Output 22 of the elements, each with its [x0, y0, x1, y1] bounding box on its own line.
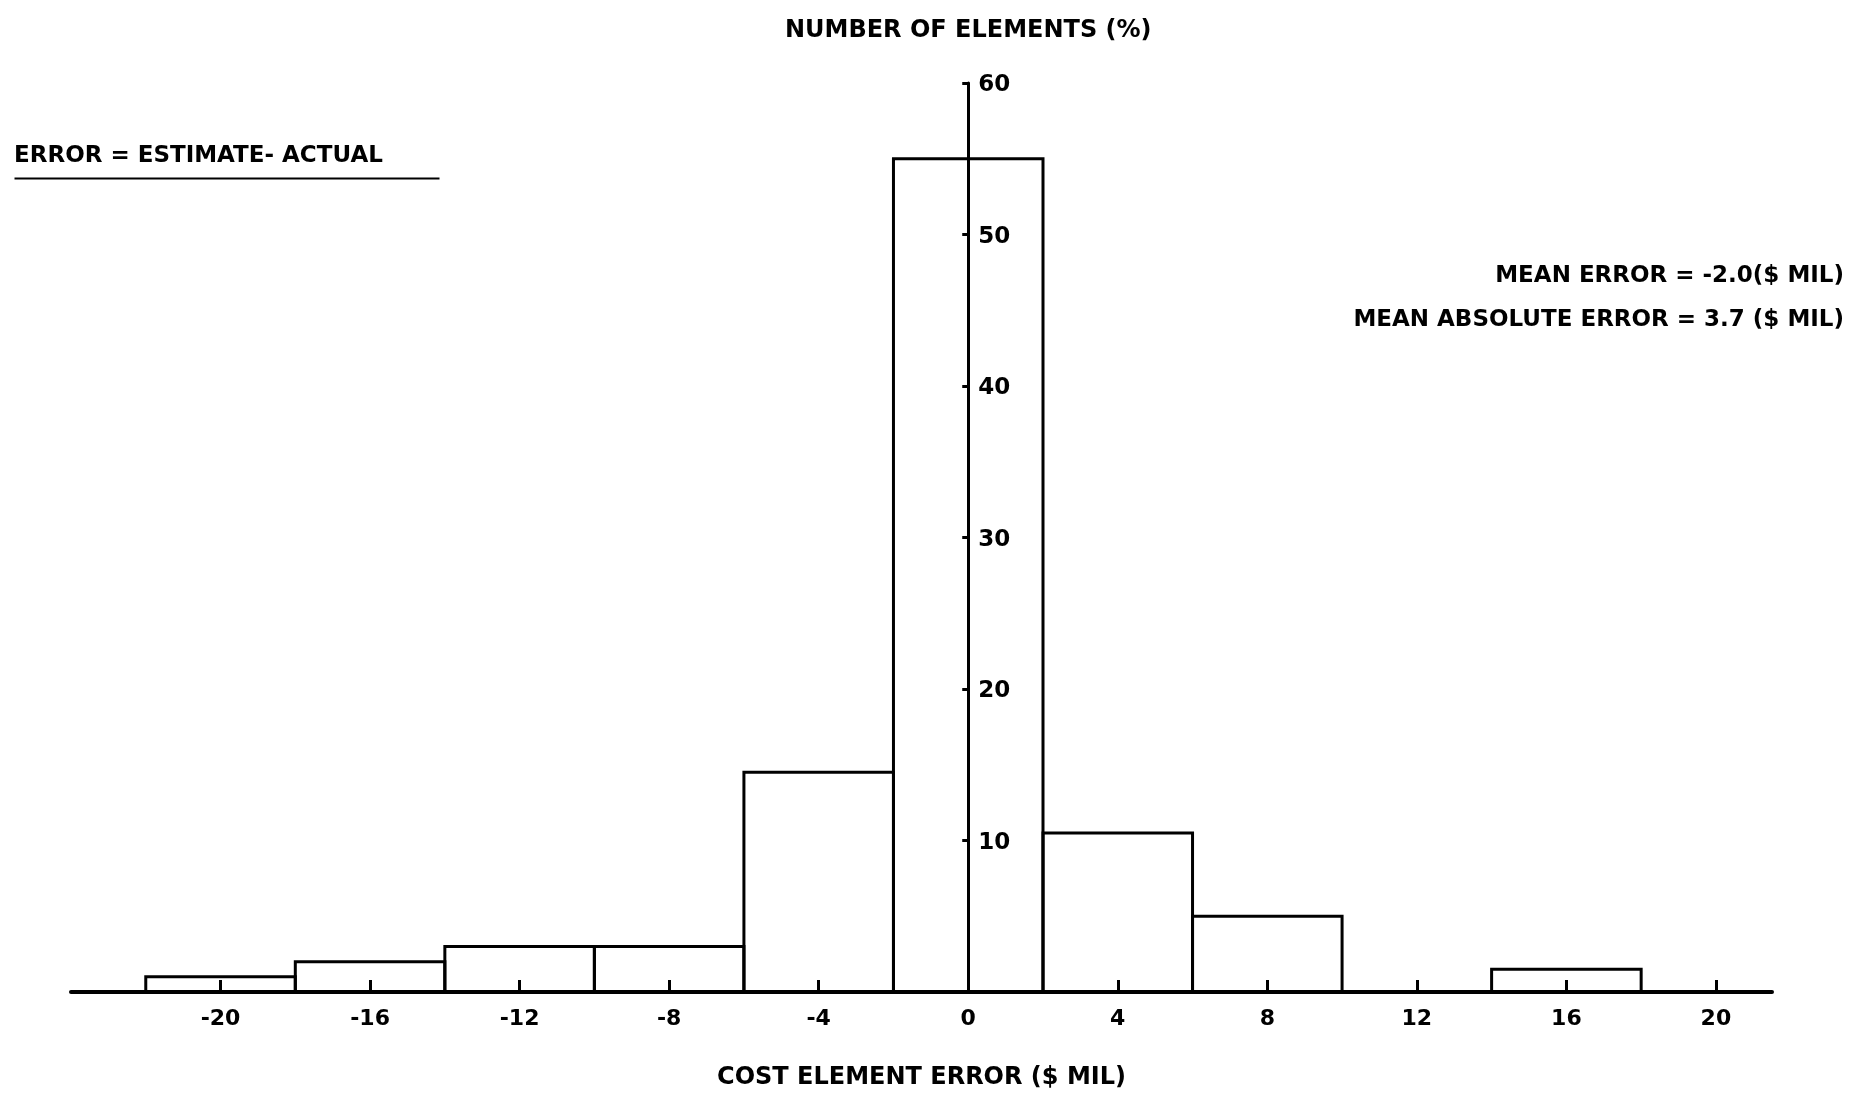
y-tick-label: 40: [978, 373, 1011, 399]
x-tick-label: -8: [656, 1004, 682, 1030]
x-tick-label: -12: [499, 1004, 540, 1030]
annotation: ERROR = ESTIMATE- ACTUAL: [14, 140, 384, 167]
annotation: MEAN ABSOLUTE ERROR = 3.7 ($ MIL): [1353, 304, 1844, 331]
annotation: MEAN ERROR = -2.0($ MIL): [1495, 260, 1844, 287]
y-axis-title: NUMBER OF ELEMENTS (%): [784, 15, 1152, 43]
y-tick-label: 50: [978, 221, 1011, 248]
x-tick-label: -4: [806, 1004, 831, 1030]
x-tick-label: 8: [1259, 1004, 1275, 1030]
x-tick-label: -16: [350, 1004, 390, 1030]
x-tick-label: 16: [1551, 1004, 1582, 1030]
y-tick-label: 20: [978, 676, 1011, 702]
y-tick-label: 30: [978, 524, 1011, 551]
y-tick-label: 10: [978, 827, 1011, 854]
x-tick-label: -20: [200, 1004, 241, 1030]
x-tick-label: 0: [960, 1004, 976, 1030]
x-tick-label: 20: [1700, 1004, 1732, 1030]
x-axis-title: COST ELEMENT ERROR ($ MIL): [717, 1062, 1126, 1090]
x-tick-label: 4: [1110, 1004, 1126, 1030]
y-tick-label: 60: [978, 70, 1011, 96]
x-tick-label: 12: [1401, 1004, 1433, 1030]
